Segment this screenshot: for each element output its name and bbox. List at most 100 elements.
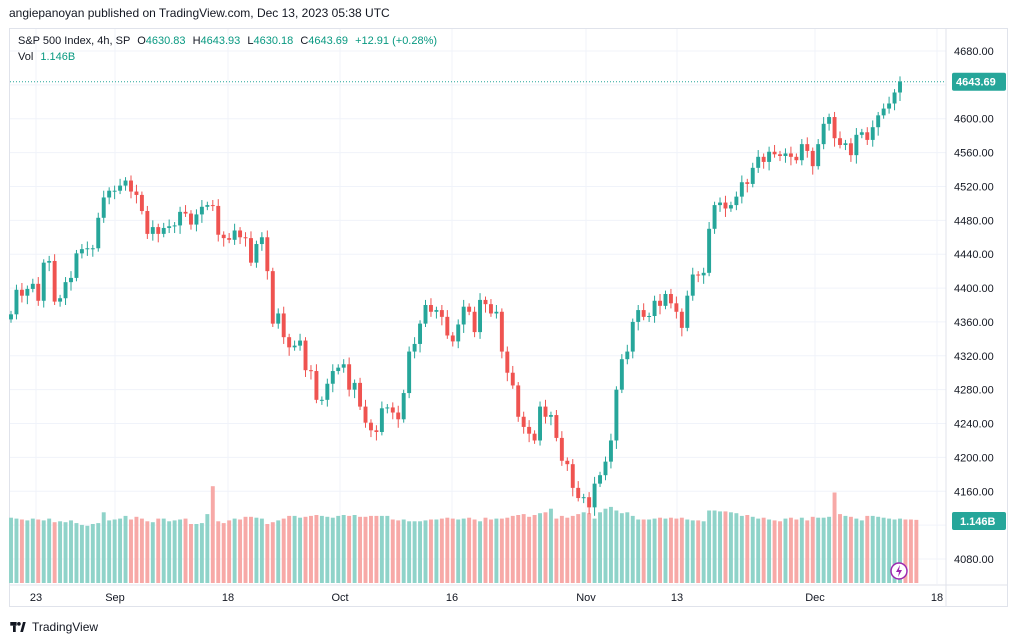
- legend-high-label: H: [192, 35, 201, 47]
- volume-bar: [150, 522, 155, 583]
- candle-body: [418, 323, 423, 344]
- volume-bar: [603, 508, 608, 583]
- volume-bar: [107, 520, 112, 583]
- candle-body: [619, 359, 624, 390]
- volume-bar: [407, 521, 412, 583]
- candle-body: [221, 234, 226, 239]
- candle-body: [805, 144, 810, 151]
- y-tick-label: 4680.00: [954, 46, 994, 58]
- candle-body: [576, 487, 581, 499]
- volume-bar: [90, 524, 95, 583]
- candle-body: [428, 305, 433, 312]
- volume-bar: [630, 515, 635, 583]
- x-tick-label: 13: [671, 592, 683, 604]
- candle-body: [216, 205, 221, 235]
- y-tick-label: 4560.00: [954, 148, 994, 160]
- volume-bar: [199, 523, 204, 583]
- publisher-line: angiepanoyan published on TradingView.co…: [9, 6, 390, 20]
- volume-bar: [292, 515, 297, 583]
- candle-body: [79, 249, 84, 254]
- candle-body: [199, 206, 204, 215]
- candle-body: [527, 426, 532, 434]
- volume-bar: [161, 518, 166, 583]
- volume-bar: [96, 523, 101, 583]
- volume-bar: [347, 515, 352, 583]
- volume-bar: [881, 517, 886, 583]
- candle-body: [472, 311, 477, 333]
- legend-change: +12.91 (+0.28%): [355, 35, 438, 47]
- y-tick-label: 4240.00: [954, 419, 994, 431]
- candle-body: [881, 108, 886, 116]
- candle-body: [647, 316, 652, 318]
- volume-bar: [794, 519, 799, 583]
- volume-bar: [887, 518, 892, 583]
- y-tick-label: 4480.00: [954, 215, 994, 227]
- candle-body: [325, 383, 330, 400]
- volume-bar: [908, 519, 913, 583]
- x-tick-label: 23: [30, 592, 42, 604]
- candle-body: [85, 248, 90, 250]
- candle-body: [827, 117, 832, 124]
- candle-body: [483, 299, 488, 305]
- candle-body: [156, 227, 161, 234]
- volume-bar: [412, 521, 417, 583]
- candle-body: [281, 313, 286, 338]
- volume-bar: [598, 512, 602, 583]
- y-tick-label: 4200.00: [954, 452, 994, 464]
- volume-bar: [298, 517, 303, 583]
- candle-body: [598, 475, 602, 484]
- volume-bar: [734, 513, 739, 583]
- volume-bar: [767, 519, 772, 583]
- volume-bar: [341, 515, 346, 583]
- volume-bar: [783, 518, 788, 583]
- last-price-tag: [952, 72, 1006, 91]
- legend-symbol: S&P 500 Index, 4h, SP: [18, 35, 131, 47]
- volume-bar: [723, 511, 728, 583]
- candle-body: [898, 81, 902, 93]
- footer-brand[interactable]: TradingView: [10, 620, 98, 634]
- volume-bar: [14, 518, 19, 583]
- candle-body: [270, 271, 275, 324]
- x-tick-label: Dec: [805, 592, 825, 604]
- volume-bar: [848, 516, 853, 583]
- candle-body: [118, 185, 123, 191]
- volume-bar: [565, 517, 570, 583]
- candle-body: [254, 244, 259, 263]
- volume-bar: [434, 519, 439, 583]
- volume-bar: [385, 515, 390, 583]
- candle-body: [674, 303, 679, 312]
- x-tick-label: 18: [222, 592, 234, 604]
- candle-body: [690, 274, 695, 296]
- volume-bar: [663, 518, 668, 583]
- volume-bar: [330, 517, 335, 583]
- candle-body: [36, 283, 41, 301]
- candle-body: [461, 306, 466, 325]
- volume-bar: [608, 506, 613, 583]
- volume-bar: [232, 518, 237, 583]
- volume-bar: [581, 512, 586, 583]
- volume-bar: [314, 515, 319, 583]
- volume-bar: [172, 520, 177, 583]
- volume-bar: [559, 515, 564, 583]
- legend-volume-row: Vol 1.146B: [18, 49, 437, 65]
- candle-body: [368, 422, 373, 431]
- volume-bar: [352, 515, 357, 583]
- volume-bar: [112, 519, 117, 583]
- volume-bar: [843, 515, 848, 583]
- volume-bar: [227, 520, 232, 583]
- candle-body: [358, 382, 363, 407]
- lightning-icon[interactable]: [890, 562, 908, 580]
- candle-body: [298, 340, 303, 346]
- candle-body: [614, 389, 619, 441]
- volume-bar: [516, 515, 521, 583]
- candle-body: [756, 156, 761, 168]
- volume-bar: [189, 524, 193, 583]
- candle-body: [205, 205, 210, 207]
- candle-body: [303, 340, 308, 371]
- candle-body: [385, 407, 390, 409]
- candle-body: [134, 191, 139, 195]
- candle-body: [30, 283, 35, 289]
- candle-body: [314, 371, 319, 400]
- last-volume-label: 1.146B: [960, 516, 996, 528]
